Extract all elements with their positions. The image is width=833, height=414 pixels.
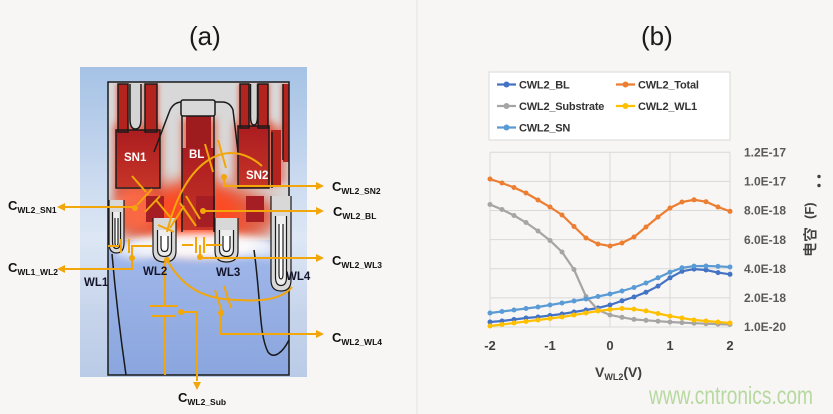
svg-text:2: 2 — [726, 338, 733, 353]
svg-text:WL2: WL2 — [143, 266, 167, 278]
svg-text:WL3: WL3 — [216, 267, 240, 279]
svg-text:WL4: WL4 — [286, 271, 311, 283]
svg-text:1.0E-17: 1.0E-17 — [744, 175, 786, 189]
svg-text:4.0E-18: 4.0E-18 — [744, 262, 786, 276]
svg-text:CWL2_SN: CWL2_SN — [519, 123, 570, 135]
svg-text:CWL2_Total: CWL2_Total — [638, 80, 699, 92]
svg-text:1: 1 — [666, 338, 673, 353]
svg-text:WL1: WL1 — [84, 277, 109, 289]
svg-text:(F): (F) — [802, 202, 817, 219]
svg-text:1.2E-17: 1.2E-17 — [744, 146, 786, 160]
svg-text:(a): (a) — [189, 21, 221, 51]
svg-text:CWL2_WL1: CWL2_WL1 — [638, 101, 697, 113]
svg-text:CWL2_BL: CWL2_BL — [519, 80, 570, 92]
svg-text:-2: -2 — [484, 338, 496, 353]
svg-text:6.0E-18: 6.0E-18 — [744, 233, 786, 247]
svg-text:8.0E-18: 8.0E-18 — [744, 204, 786, 218]
svg-text:0: 0 — [606, 338, 613, 353]
svg-text:SN2: SN2 — [246, 170, 268, 182]
svg-text:CWL2_Substrate: CWL2_Substrate — [519, 101, 604, 113]
svg-text:1.0E-20: 1.0E-20 — [744, 320, 786, 334]
svg-text:BL: BL — [189, 149, 204, 161]
svg-text:SN1: SN1 — [124, 152, 147, 164]
svg-text:-1: -1 — [544, 338, 556, 353]
svg-text:2.0E-18: 2.0E-18 — [744, 291, 786, 305]
svg-text:www.cntronics.com: www.cntronics.com — [648, 382, 813, 410]
svg-text:(b): (b) — [641, 21, 673, 51]
